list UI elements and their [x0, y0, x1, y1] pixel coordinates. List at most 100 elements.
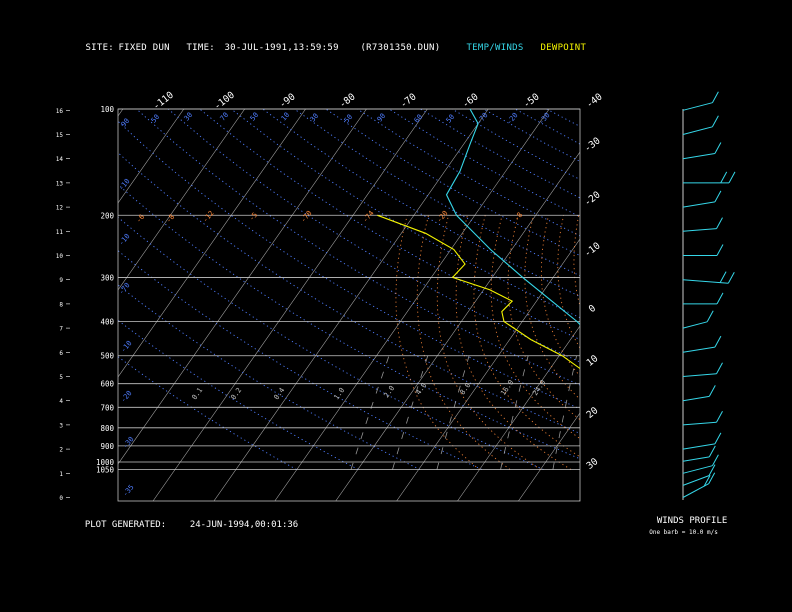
wind-barb-flag — [714, 432, 722, 445]
moist-adiabat-label: -8 — [513, 211, 525, 223]
moist-adiabat-label: -70 — [299, 209, 313, 224]
wind-barb-shaft — [682, 475, 710, 486]
mixing-ratio-line — [436, 355, 470, 470]
temp-top-tick-label: -60 — [460, 91, 481, 110]
axis-labels: 1002003004005006007008009001000105001234… — [56, 89, 605, 502]
moist-adiabat-line — [573, 215, 580, 308]
moist-adiabat-line — [416, 215, 511, 470]
moist-adiabat-line — [455, 215, 572, 470]
dry-adiabat-line — [420, 109, 580, 199]
wind-barb-flag — [708, 464, 716, 476]
dry-adiabat-label-low: -10 — [119, 339, 133, 354]
moist-adiabat-line — [607, 215, 792, 469]
background-grid — [0, 108, 792, 502]
moist-adiabat-label: -8 — [165, 213, 177, 225]
dry-adiabat-line — [767, 109, 792, 470]
dewpoint-profile-line — [377, 214, 580, 370]
moist-adiabat-line — [524, 215, 580, 400]
temp-top-tick-label: -40 — [584, 91, 605, 110]
pressure-tick-label: 500 — [100, 352, 114, 361]
dry-adiabat-line — [451, 109, 580, 180]
dry-adiabat-line — [118, 120, 580, 410]
height-tick-label: 3 — [59, 422, 63, 429]
dry-adiabat-label: 30 — [183, 111, 195, 123]
wind-barb-flag — [727, 272, 735, 284]
height-tick-label: 14 — [56, 156, 64, 163]
mixing-ratio-line — [670, 356, 684, 470]
isotherm-line — [396, 238, 580, 501]
wind-barb-flag — [703, 474, 711, 487]
wind-barb-flag — [716, 410, 723, 423]
temp-top-tick-label: -50 — [521, 91, 542, 110]
wind-barb-shaft — [682, 126, 713, 135]
wind-barb-flag — [716, 217, 723, 229]
dry-adiabat-line — [118, 183, 580, 460]
temp-top-tick-label: -70 — [398, 91, 419, 110]
height-tick-label: 4 — [59, 398, 63, 405]
dry-adiabat-line — [577, 109, 580, 111]
generated-label: PLOT GENERATED: — [84, 520, 167, 530]
dry-adiabat-label: 60 — [413, 113, 425, 125]
dry-adiabat-line — [118, 152, 580, 434]
dry-adiabat-label: -10 — [117, 232, 131, 247]
wind-barb-flag — [716, 292, 724, 305]
mixing-ratio-label: 0.1 — [190, 386, 204, 401]
winds-profile — [682, 91, 736, 500]
isotherm-line — [335, 151, 580, 501]
isotherm-line — [0, 109, 62, 501]
moist-adiabat-line — [591, 215, 792, 469]
wind-barb-shaft — [682, 395, 710, 402]
mixing-ratio-line — [609, 356, 628, 470]
wind-barb-flag — [728, 171, 736, 184]
isotherm-line — [579, 499, 580, 501]
mixing-ratio-label: 1.0 — [332, 386, 346, 401]
dry-adiabat-label: -30 — [537, 111, 551, 126]
mixing-ratio-line — [552, 355, 577, 470]
height-tick-label: 6 — [59, 350, 63, 357]
pressure-tick-label: 300 — [100, 273, 114, 282]
legend-temp-winds: TEMP/WINDS — [466, 43, 524, 53]
site-label: SITE: — [85, 43, 115, 53]
moist-adiabat-line — [436, 215, 541, 470]
dry-adiabat-label: 90 — [376, 112, 388, 124]
mixing-ratio-line — [775, 356, 780, 470]
moist-adiabat-label: -6 — [135, 213, 147, 225]
dry-adiabat-label: -70 — [117, 281, 131, 296]
wind-barb-shaft — [682, 102, 713, 111]
dry-adiabat-label: 50 — [445, 113, 457, 125]
wind-barb-flag — [708, 385, 716, 397]
generated-value: 24-JUN-1994,00:01:36 — [189, 520, 299, 530]
mixing-ratio-label: 0.4 — [272, 386, 286, 401]
mixing-ratio-label: 24.0 — [531, 379, 547, 397]
isotherm-line — [118, 109, 245, 291]
wind-barb-shaft — [682, 443, 715, 450]
dry-adiabat-label: 70 — [219, 111, 231, 123]
temperature-profile-line — [445, 109, 580, 326]
dry-adiabat-label: 50 — [343, 113, 355, 125]
isotherm-line — [118, 109, 306, 378]
moist-adiabat-line — [395, 215, 480, 470]
winds-note-wrap: One barb = 10.0 m/s — [642, 522, 718, 536]
wind-barb-shaft — [682, 421, 717, 426]
dry-adiabat-line — [118, 284, 421, 470]
dry-adiabat-line — [199, 109, 580, 341]
dry-adiabat-line — [262, 109, 580, 297]
wind-barb-shaft — [682, 228, 717, 232]
height-tick-label: 9 — [59, 277, 63, 284]
wind-barb-flag — [711, 115, 719, 128]
wind-barb-shaft — [682, 321, 708, 329]
time-label-wrap: TIME: — [175, 33, 215, 53]
temp-right-tick-label: 0 — [587, 303, 599, 315]
wind-barb-flag — [719, 271, 727, 283]
profile-clip — [377, 109, 580, 370]
isotherm-line — [701, 109, 792, 501]
wind-barb-flag — [714, 142, 722, 154]
pressure-tick-label: 700 — [100, 403, 114, 412]
moist-adiabat-line — [490, 215, 580, 440]
winds-title-wrap: WINDS PROFILE — [646, 506, 727, 526]
wind-barb-flag — [711, 454, 719, 466]
wind-barb-shaft — [682, 201, 715, 208]
time-label: TIME: — [186, 43, 216, 53]
isotherm-line — [118, 109, 185, 204]
